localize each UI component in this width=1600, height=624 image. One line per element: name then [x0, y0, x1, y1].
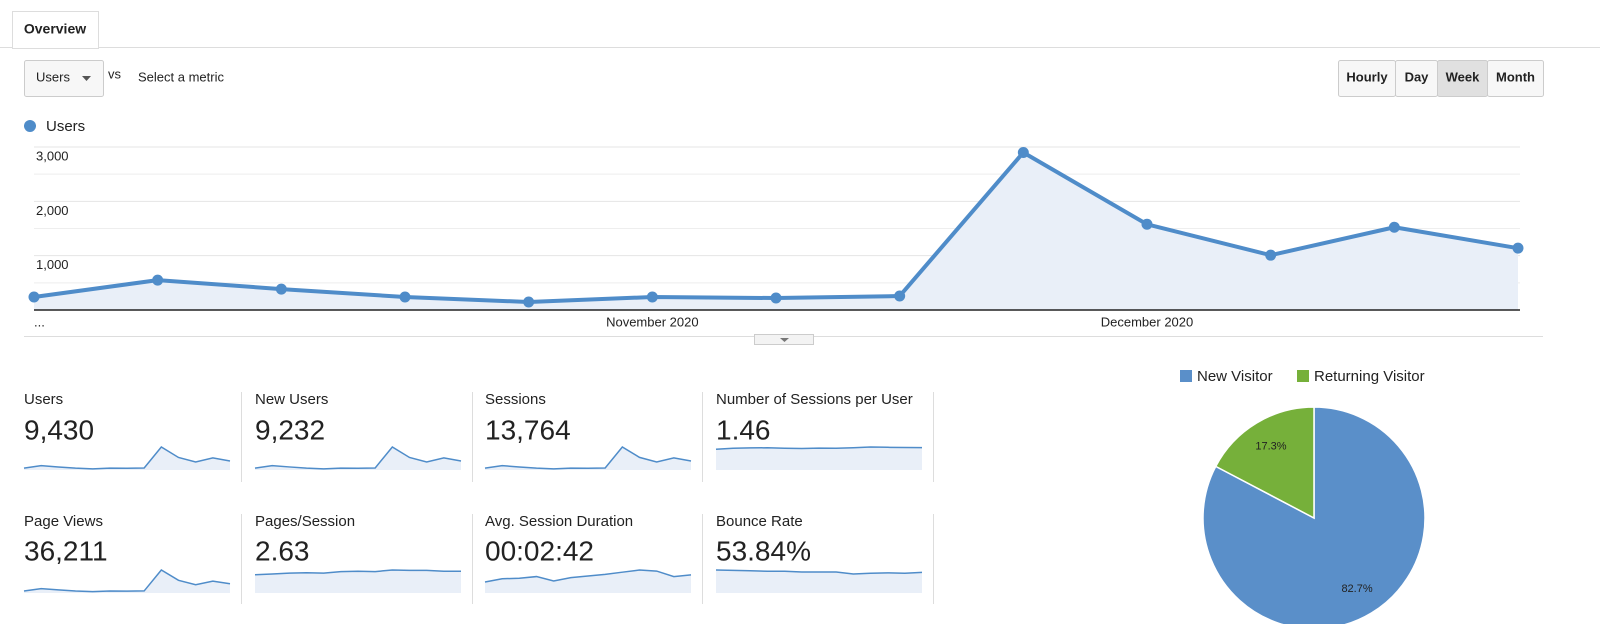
sparkline: [484, 569, 692, 583]
metric-value: 1.46: [716, 414, 771, 445]
point: [894, 290, 906, 302]
metric-name: Avg. Session Duration: [485, 513, 633, 530]
point: [770, 292, 782, 304]
metric-value: 00:02:42: [485, 535, 594, 566]
legend-label: Returning Visitor: [1314, 368, 1425, 385]
metric-name: Pages/Session: [255, 513, 355, 530]
sparkline: [254, 569, 461, 576]
point: [28, 291, 40, 303]
point: [1141, 218, 1153, 230]
compare-link[interactable]: Select a metric: [138, 69, 224, 84]
point: [275, 283, 287, 295]
metric-name: Users: [24, 391, 63, 408]
pie-label: 82.7%: [1341, 583, 1372, 595]
legend-label: Users: [46, 118, 85, 135]
sparkline-area: [716, 447, 922, 470]
tab[interactable]: [12, 11, 99, 49]
sparkline-area: [24, 570, 230, 593]
point: [1265, 249, 1277, 261]
metric-name: Page Views: [24, 513, 103, 530]
y-tick-label: 1,000: [36, 257, 69, 272]
metric-value: 9,232: [255, 414, 325, 445]
point: [1388, 221, 1400, 233]
dropdown-caret: [82, 76, 91, 81]
period-label[interactable]: Day: [1405, 69, 1430, 84]
sparkline: [23, 569, 231, 593]
period-button[interactable]: [1487, 60, 1544, 97]
sparkline-area: [255, 570, 461, 593]
legend-label: New Visitor: [1197, 368, 1273, 385]
sparkline: [254, 446, 462, 470]
pie-label: 17.3%: [1255, 441, 1286, 453]
period-label[interactable]: Week: [1446, 69, 1480, 84]
sparkline-area: [485, 447, 691, 470]
point: [646, 291, 658, 303]
x-tick-label: November 2020: [606, 314, 699, 329]
sparkline: [715, 446, 923, 451]
period-label[interactable]: Month: [1496, 69, 1535, 84]
vs-label: vs: [108, 66, 122, 81]
metric-value: 36,211: [24, 535, 108, 566]
legend-marker: [24, 120, 36, 132]
point: [152, 274, 164, 286]
area: [34, 152, 1518, 310]
metric-name: New Users: [255, 391, 328, 408]
metric-label[interactable]: Users: [36, 69, 70, 84]
metric-value: 13,764: [485, 414, 571, 445]
point: [1017, 146, 1029, 158]
point: [1512, 242, 1524, 254]
metric-name: Sessions: [485, 391, 546, 408]
toggle-caret: [780, 338, 789, 342]
period-label[interactable]: Hourly: [1346, 69, 1388, 84]
sparkline: [484, 446, 692, 470]
tab-label[interactable]: Overview: [24, 21, 86, 37]
metric-value: 9,430: [24, 414, 94, 445]
metric-dropdown[interactable]: [24, 60, 104, 97]
sparkline-area: [485, 570, 691, 593]
point: [523, 296, 535, 308]
sparkline: [23, 446, 231, 470]
metric-name: Bounce Rate: [716, 513, 803, 530]
x-tick-label: December 2020: [1101, 314, 1194, 329]
sparkline: [715, 569, 923, 575]
legend-swatch: [1180, 370, 1192, 382]
pie-slice: [1214, 406, 1315, 520]
x-tick-label: ...: [34, 314, 45, 329]
sparkline-area: [255, 447, 461, 470]
sparkline-area: [24, 447, 230, 470]
y-tick-label: 3,000: [36, 148, 69, 163]
legend-swatch: [1297, 370, 1309, 382]
sparkline-area: [716, 570, 922, 593]
metric-value: 2.63: [255, 535, 310, 566]
metric-value: 53.84%: [716, 535, 811, 566]
metric-name: Number of Sessions per User: [716, 391, 913, 408]
point: [399, 291, 411, 303]
y-tick-label: 2,000: [36, 203, 69, 218]
